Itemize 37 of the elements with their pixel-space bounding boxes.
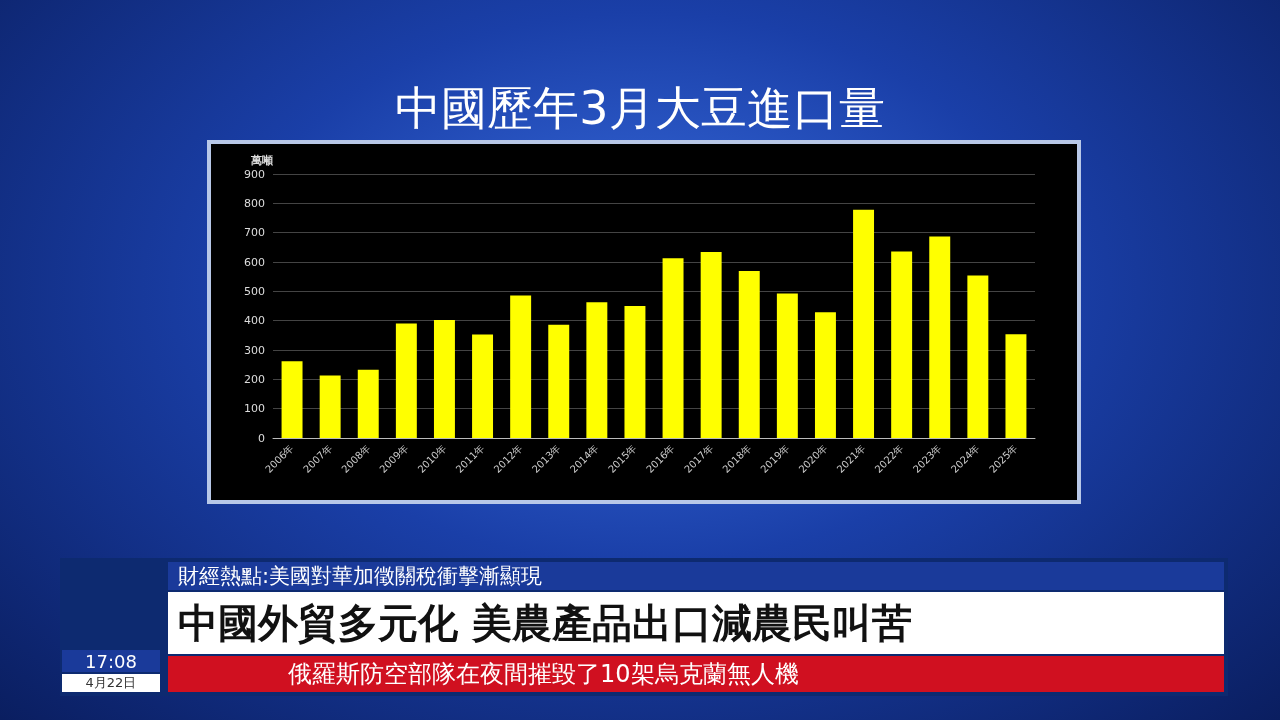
bar xyxy=(891,251,913,438)
bar xyxy=(586,302,608,438)
text: 中國外貿多元化 美農產品出口減農民叫苦 xyxy=(168,592,1224,654)
bar xyxy=(662,258,684,438)
bar xyxy=(433,320,455,438)
y-tick-label: 700 xyxy=(244,226,265,240)
y-tick-label: 100 xyxy=(244,402,265,416)
y-tick-label: 500 xyxy=(244,284,265,298)
y-tick-label: 900 xyxy=(244,167,265,181)
y-tick-label: 300 xyxy=(244,343,265,357)
y-tick-label: 400 xyxy=(244,314,265,328)
bar xyxy=(929,236,951,438)
text: 4月22日 xyxy=(62,674,160,692)
bar xyxy=(700,252,722,438)
text: 財經熱點:美國對華加徵關稅衝擊漸顯現 xyxy=(168,562,1224,590)
bar xyxy=(319,375,341,438)
y-tick-label: 600 xyxy=(244,255,265,269)
bar xyxy=(472,334,494,438)
y-tick-label: 800 xyxy=(244,196,265,210)
bar xyxy=(814,312,836,438)
y-axis-title: 萬噸 xyxy=(250,154,274,167)
bar xyxy=(1005,334,1027,438)
chart-title: 中國歷年3月大豆進口量 xyxy=(394,80,886,137)
bar xyxy=(357,369,379,438)
bar xyxy=(776,293,798,438)
text: 17:08 xyxy=(62,650,160,672)
bar xyxy=(738,271,760,438)
text: 俄羅斯防空部隊在夜間摧毀了10架烏克蘭無人機 xyxy=(168,656,1224,692)
bar xyxy=(281,361,303,438)
bar xyxy=(510,295,532,438)
bar xyxy=(624,306,646,438)
y-tick-label: 200 xyxy=(244,372,265,386)
y-tick-label: 0 xyxy=(258,431,265,445)
bar xyxy=(853,209,875,438)
bar xyxy=(967,275,989,438)
bar xyxy=(548,324,570,438)
bar xyxy=(395,323,417,438)
